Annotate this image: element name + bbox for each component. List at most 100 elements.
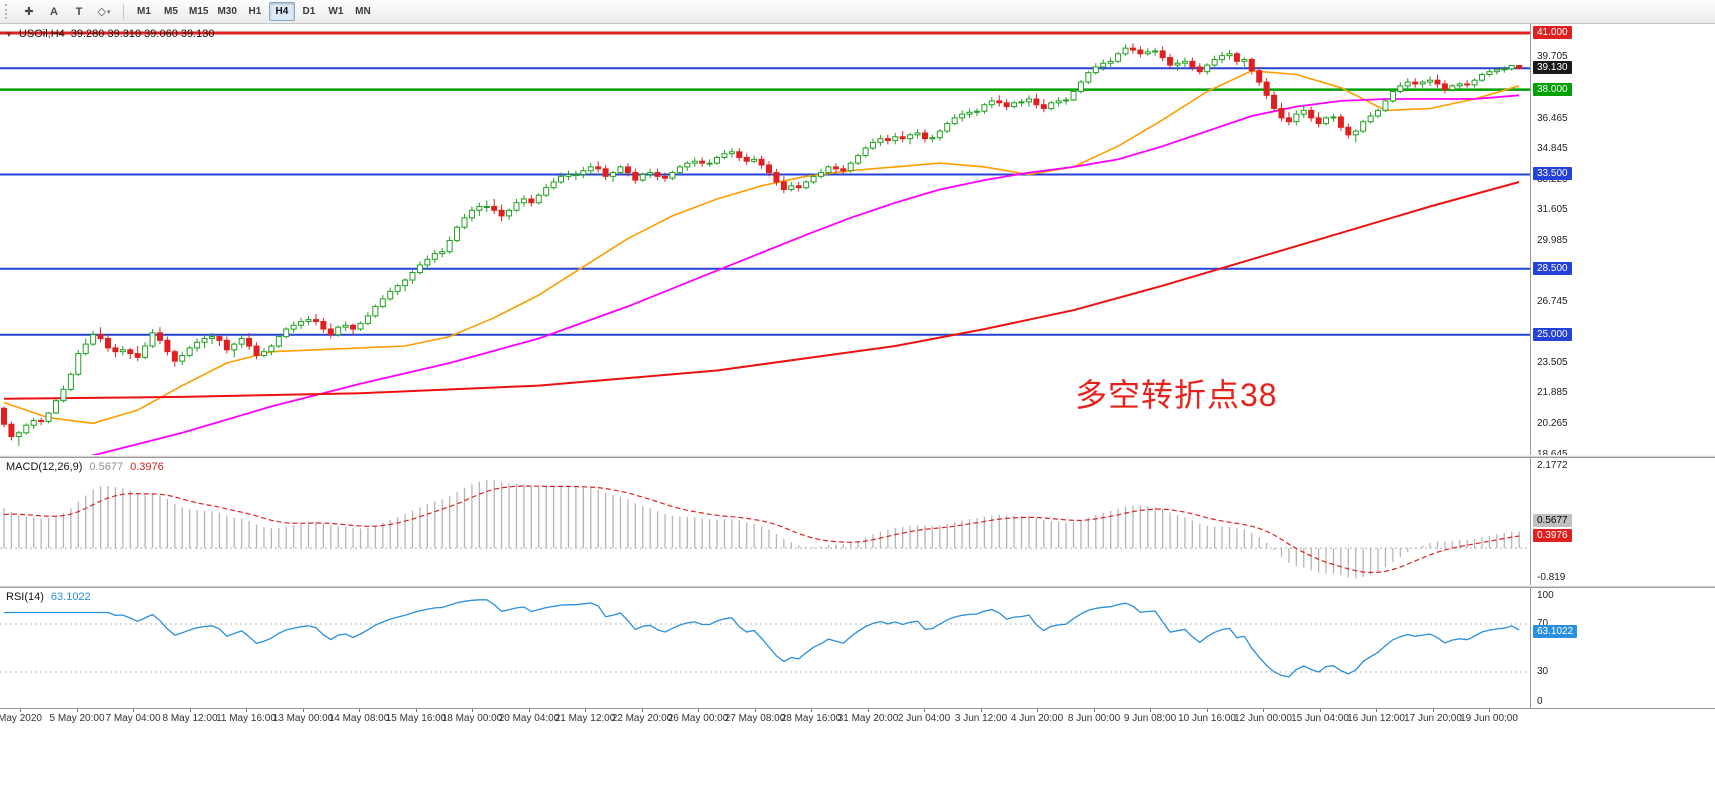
time-tick [416,709,417,712]
time-label: 8 Jun 00:00 [1067,713,1121,724]
macd-label: MACD(12,26,9) [6,461,83,473]
time-tick [981,709,982,712]
time-tick [924,709,925,712]
price-box-28.500: 28.500 [1533,262,1572,275]
panel-divider[interactable] [0,455,1715,458]
time-label: 3 Jun 12:00 [954,713,1008,724]
text-label-tool-button[interactable]: T [67,1,91,22]
timeframe-button-mn[interactable]: MN [355,6,371,17]
time-label: 13 May 00:00 [272,713,334,724]
price-scale[interactable]: 39.70536.46534.84533.22531.60529.98526.7… [1530,24,1715,708]
macd-signal-line [3,485,1520,574]
time-axis[interactable]: May 2020 5 May 20:00 7 May 04:00 8 May 12:0… [0,708,1715,727]
time-label: May 2020 [0,713,42,724]
time-tick [585,709,586,712]
time-tick [472,709,473,712]
price-tick-label: 23.505 [1537,357,1568,368]
timeframe-button-w1[interactable]: W1 [328,6,344,17]
time-label: 18 May 00:00 [441,713,503,724]
macd-panel[interactable]: MACD(12,26,9) 0.5677 0.3976 [0,458,1530,585]
time-label: 20 May 04:00 [498,713,560,724]
time-tick [1489,709,1490,712]
toolbar-grip[interactable] [5,4,11,19]
macd-signal-value: 0.3976 [130,461,164,473]
time-tick [133,709,134,712]
ma-slow-red [3,181,1520,400]
time-label: 15 Jun 04:00 [1291,713,1349,724]
text-tool-button[interactable]: A [42,1,66,22]
macd-value-box-0.5677: 0.5677 [1533,514,1572,527]
rsi-scale-100: 100 [1537,590,1554,601]
time-tick [529,709,530,712]
time-label: 22 May 20:00 [611,713,673,724]
time-tick [755,709,756,712]
timeframe-button-m5[interactable]: M5 [164,6,178,17]
shapes-icon: ◇ [97,6,106,18]
timeframe-button-d1[interactable]: D1 [302,6,316,17]
rsi-scale-0: 0 [1537,696,1543,707]
timeframe-button-m1[interactable]: M1 [137,6,151,17]
time-tick [359,709,360,712]
time-tick [1263,709,1264,712]
price-tick-label: 18.645 [1537,449,1568,461]
time-label: 5 May 20:00 [49,713,105,724]
ma-mid-magenta [90,94,1520,455]
time-tick [698,709,699,712]
rsi-scale-30: 30 [1537,666,1549,677]
price-tick-label: 31.605 [1537,204,1568,215]
rsi-panel[interactable]: RSI(14) 63.1022 [0,588,1530,708]
price-tick-label: 34.845 [1537,143,1568,154]
panel-divider[interactable] [0,585,1715,588]
time-label: 21 May 12:00 [554,713,616,724]
quote-dropdown-icon[interactable]: ▼ [5,29,13,39]
time-label: 26 May 00:00 [667,713,729,724]
time-tick [1320,709,1321,712]
time-tick [1207,709,1208,712]
time-label: 28 May 16:00 [780,713,842,724]
time-tick [1150,709,1151,712]
price-box-25.000: 25.000 [1533,328,1572,341]
toolbar: ✚ A T ◇ ▾ M1 M5 M15 M30 H1 H4 D1 W1 MN [0,0,1715,24]
price-box-33.500: 33.500 [1533,167,1572,180]
toolbar-separator [123,3,124,20]
timeframe-button-h4[interactable]: H4 [268,2,295,21]
main-chart-panel[interactable]: ▼ USOil,H4 39.280 39.310 39.060 39.130 多… [0,24,1530,455]
rsi-scale-70: 70 [1537,618,1549,629]
crosshair-icon: ✚ [24,6,34,18]
rsi-label: RSI(14) [6,591,44,603]
price-tick-label: 20.265 [1537,418,1568,429]
time-label: 17 Jun 20:00 [1404,713,1462,724]
macd-scale-min: -0.819 [1537,572,1566,583]
time-label: 10 Jun 16:00 [1178,713,1236,724]
time-label: 12 Jun 00:00 [1234,713,1292,724]
ohlc-values: 39.280 39.310 39.060 39.130 [70,28,215,40]
macd-header: MACD(12,26,9) 0.5677 0.3976 [6,461,164,473]
quote-line: ▼ USOil,H4 39.280 39.310 39.060 39.130 [5,28,215,40]
macd-value-box-0.3976: 0.3976 [1533,529,1572,542]
price-tick-label: 21.885 [1537,387,1568,398]
timeframe-button-h1[interactable]: H1 [248,6,262,17]
price-tick-label: 39.705 [1537,51,1568,62]
rsi-line [4,599,1520,678]
time-label: 19 Jun 00:00 [1460,713,1518,724]
time-tick [246,709,247,712]
chart-text-annotation[interactable]: 多空转折点38 [1075,377,1278,413]
time-label: 31 May 20:00 [837,713,899,724]
time-label: 27 May 08:00 [724,713,786,724]
time-tick [642,709,643,712]
crosshair-tool-button[interactable]: ✚ [17,1,41,22]
macd-histogram [3,480,1520,579]
price-tick-label: 26.745 [1537,296,1568,307]
text-t-icon: T [75,5,83,18]
chevron-down-icon: ▾ [106,8,111,16]
time-tick [1376,709,1377,712]
timeframe-button-m30[interactable]: M30 [217,6,237,17]
timeframe-button-m15[interactable]: M15 [189,6,209,17]
symbol-period-label: USOil,H4 [18,28,65,40]
price-box-39.130: 39.130 [1533,61,1572,74]
time-tick [868,709,869,712]
time-tick [303,709,304,712]
price-tick-label: 36.465 [1537,113,1568,124]
shapes-tool-button[interactable]: ◇ ▾ [92,1,116,22]
